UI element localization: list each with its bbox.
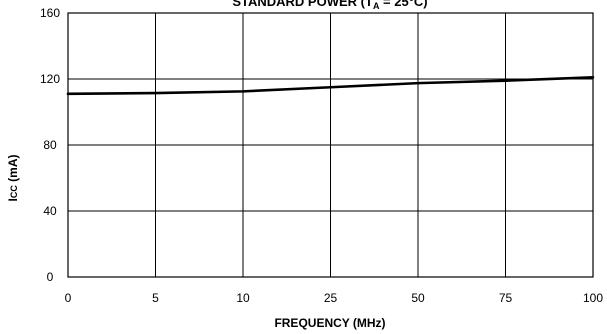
y-tick-label: 160 bbox=[40, 6, 60, 20]
chart-title-main: STANDARD POWER (T bbox=[232, 0, 373, 9]
x-tick-labels: 0 5 10 25 50 75 100 bbox=[65, 291, 604, 305]
grid-lines bbox=[68, 13, 593, 277]
x-tick-label: 50 bbox=[411, 291, 425, 305]
series-layer bbox=[66, 76, 595, 96]
x-tick-label: 100 bbox=[583, 291, 603, 305]
plot-frame bbox=[67, 12, 594, 278]
series-line-icc bbox=[66, 76, 595, 96]
x-tick-label: 75 bbox=[499, 291, 513, 305]
chart-title-subscript: A bbox=[373, 1, 380, 11]
y-axis-title-subscript: CC bbox=[9, 185, 19, 198]
x-axis-title: FREQUENCY (MHz) bbox=[274, 316, 385, 330]
y-tick-labels: 0 40 80 120 160 bbox=[40, 6, 60, 284]
x-tick-label: 5 bbox=[152, 291, 159, 305]
y-tick-label: 40 bbox=[43, 204, 57, 218]
x-tick-label: 0 bbox=[65, 291, 72, 305]
x-tick-label: 10 bbox=[236, 291, 250, 305]
chart-title-end: = 25°C) bbox=[379, 0, 427, 9]
y-tick-label: 0 bbox=[47, 270, 54, 284]
y-axis-title-end: (mA) bbox=[6, 154, 20, 185]
x-tick-label: 25 bbox=[324, 291, 338, 305]
y-tick-label: 80 bbox=[43, 138, 57, 152]
y-tick-label: 120 bbox=[40, 72, 60, 86]
y-axis-title-main: I bbox=[6, 198, 20, 201]
chart-title: STANDARD POWER (TA = 25°C) bbox=[232, 0, 427, 11]
y-axis-title: ICC (mA) bbox=[6, 154, 20, 201]
